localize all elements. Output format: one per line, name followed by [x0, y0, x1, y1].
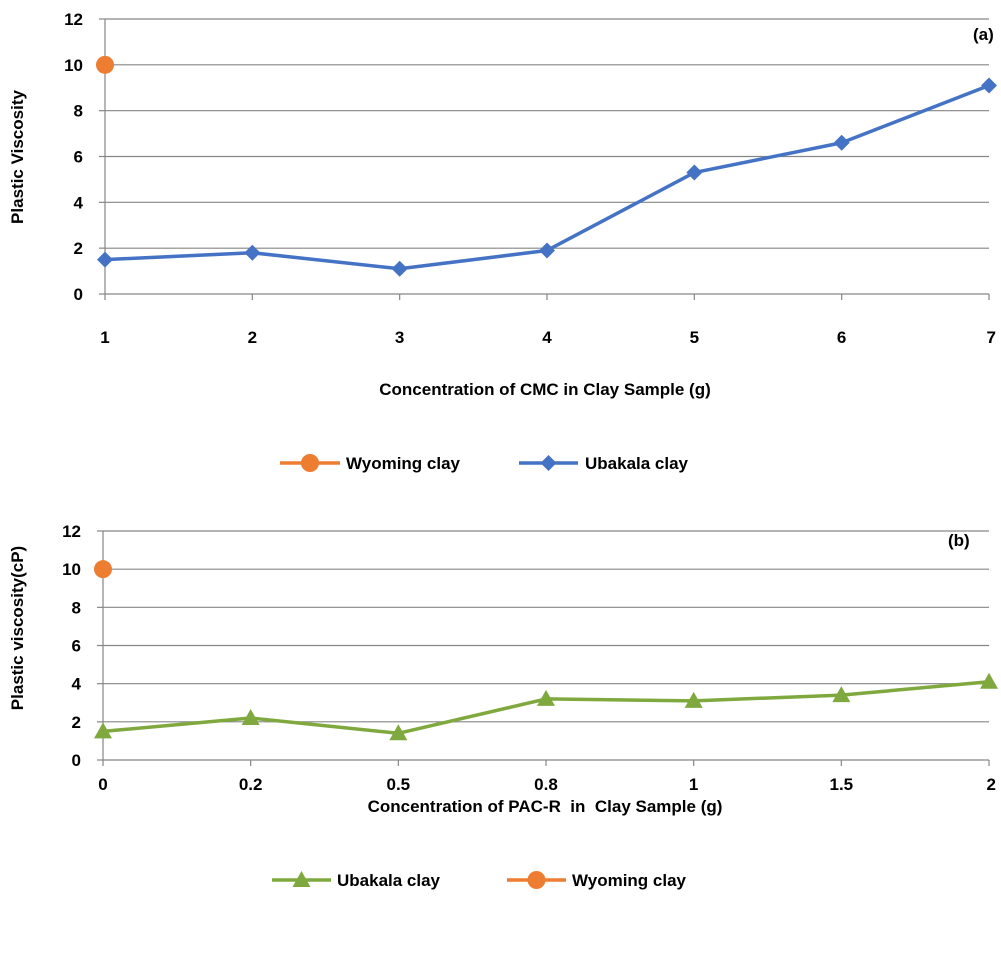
chart-a-axes — [99, 18, 990, 300]
chart-b-y-tick-labels: 0 2 4 6 8 10 12 — [62, 522, 81, 770]
x-tick-label: 0.2 — [239, 775, 263, 794]
y-tick-label: 2 — [72, 713, 81, 732]
chart-a-y-tick-labels: 0 2 4 6 8 10 12 — [64, 10, 83, 304]
y-tick-label: 2 — [74, 239, 83, 258]
chart-a-y-axis-title: Plastic Viscosity — [8, 90, 27, 224]
x-tick-label: 1.5 — [830, 775, 854, 794]
legend-ubakala-label: Ubakala clay — [585, 454, 689, 473]
x-tick-label: 6 — [837, 328, 846, 347]
x-tick-label: 1 — [689, 775, 698, 794]
chart-a-series — [96, 55, 997, 277]
data-point-ubakala-clay — [833, 134, 850, 151]
data-point-ubakala-clay — [537, 689, 555, 706]
y-tick-label: 0 — [72, 751, 81, 770]
data-point-ubakala-clay — [686, 164, 703, 181]
y-tick-label: 8 — [72, 598, 81, 617]
chart-b-series — [94, 560, 998, 741]
data-point-ubakala-clay — [244, 244, 261, 261]
legend-ubakala-label: Ubakala clay — [337, 871, 441, 890]
x-tick-label: 0.8 — [534, 775, 558, 794]
data-point-ubakala-clay — [832, 686, 851, 703]
data-point-wyoming-clay — [94, 560, 112, 579]
chart-b-y-axis-title: Plastic viscosity(cP) — [8, 546, 27, 710]
data-point-ubakala-clay — [389, 724, 408, 741]
data-point-ubakala-clay — [94, 722, 112, 739]
x-tick-label: 1 — [100, 328, 109, 347]
x-tick-label: 5 — [690, 328, 699, 347]
series-line-ubakala-clay — [102, 680, 990, 736]
y-tick-label: 10 — [62, 560, 81, 579]
y-tick-label: 12 — [62, 522, 81, 541]
data-point-ubakala-clay — [539, 242, 555, 259]
y-tick-label: 6 — [72, 637, 81, 656]
legend-ubakala-marker — [540, 455, 557, 471]
chart-b-panel-label: (b) — [948, 531, 970, 550]
chart-a-panel-label: (a) — [973, 25, 994, 44]
y-tick-label: 4 — [74, 193, 84, 212]
x-tick-label: 4 — [542, 328, 552, 347]
chart-a-gridlines — [105, 18, 989, 249]
chart-b-x-axis-title: Concentration of PAC-R in Clay Sample (g… — [368, 797, 723, 816]
y-tick-label: 10 — [64, 56, 83, 75]
x-tick-label: 2 — [248, 328, 257, 347]
legend-wyoming-marker — [301, 454, 319, 472]
legend-wyoming-label: Wyoming clay — [346, 454, 461, 473]
data-point-ubakala-clay — [981, 77, 997, 94]
legend-ubakala-marker — [292, 871, 311, 887]
chart-b-legend: Ubakala clay Wyoming clay — [272, 871, 687, 890]
y-tick-label: 6 — [74, 148, 83, 167]
data-point-ubakala-clay — [97, 251, 113, 268]
legend-wyoming-clay: Wyoming clay — [280, 454, 461, 473]
chart-b-x-tick-labels: 0 0.2 0.5 0.8 1 1.5 2 — [98, 775, 996, 794]
data-point-ubakala-clay — [241, 709, 260, 726]
legend-ubakala-clay: Ubakala clay — [519, 454, 689, 473]
data-point-ubakala-clay — [684, 691, 703, 708]
legend-ubakala-clay: Ubakala clay — [272, 871, 441, 890]
y-tick-label: 4 — [72, 675, 82, 694]
y-tick-label: 8 — [74, 102, 83, 121]
chart-b: 0 2 4 6 8 10 12 0 0.2 0.5 0.8 1 1.5 2 (b) Concentrat… — [8, 522, 998, 890]
legend-wyoming-label: Wyoming clay — [572, 871, 687, 890]
x-tick-label: 0 — [98, 775, 107, 794]
chart-a-x-tick-labels: 1 2 3 4 5 6 7 — [100, 328, 996, 347]
data-point-ubakala-clay — [391, 260, 408, 277]
x-tick-label: 0.5 — [387, 775, 411, 794]
legend-wyoming-clay: Wyoming clay — [507, 871, 687, 890]
chart-a-x-axis-title: Concentration of CMC in Clay Sample (g) — [379, 380, 711, 399]
data-point-wyoming-clay — [96, 55, 114, 74]
chart-b-axes — [97, 530, 990, 766]
y-tick-label: 12 — [64, 10, 83, 29]
x-tick-label: 2 — [987, 775, 996, 794]
chart-a-legend: Wyoming clay Ubakala clay — [280, 454, 689, 473]
data-point-ubakala-clay — [980, 672, 998, 689]
y-tick-label: 0 — [74, 285, 83, 304]
legend-wyoming-marker — [527, 871, 546, 889]
series-line-ubakala-clay — [104, 83, 990, 271]
x-tick-label: 3 — [395, 328, 404, 347]
x-tick-label: 7 — [987, 328, 996, 347]
